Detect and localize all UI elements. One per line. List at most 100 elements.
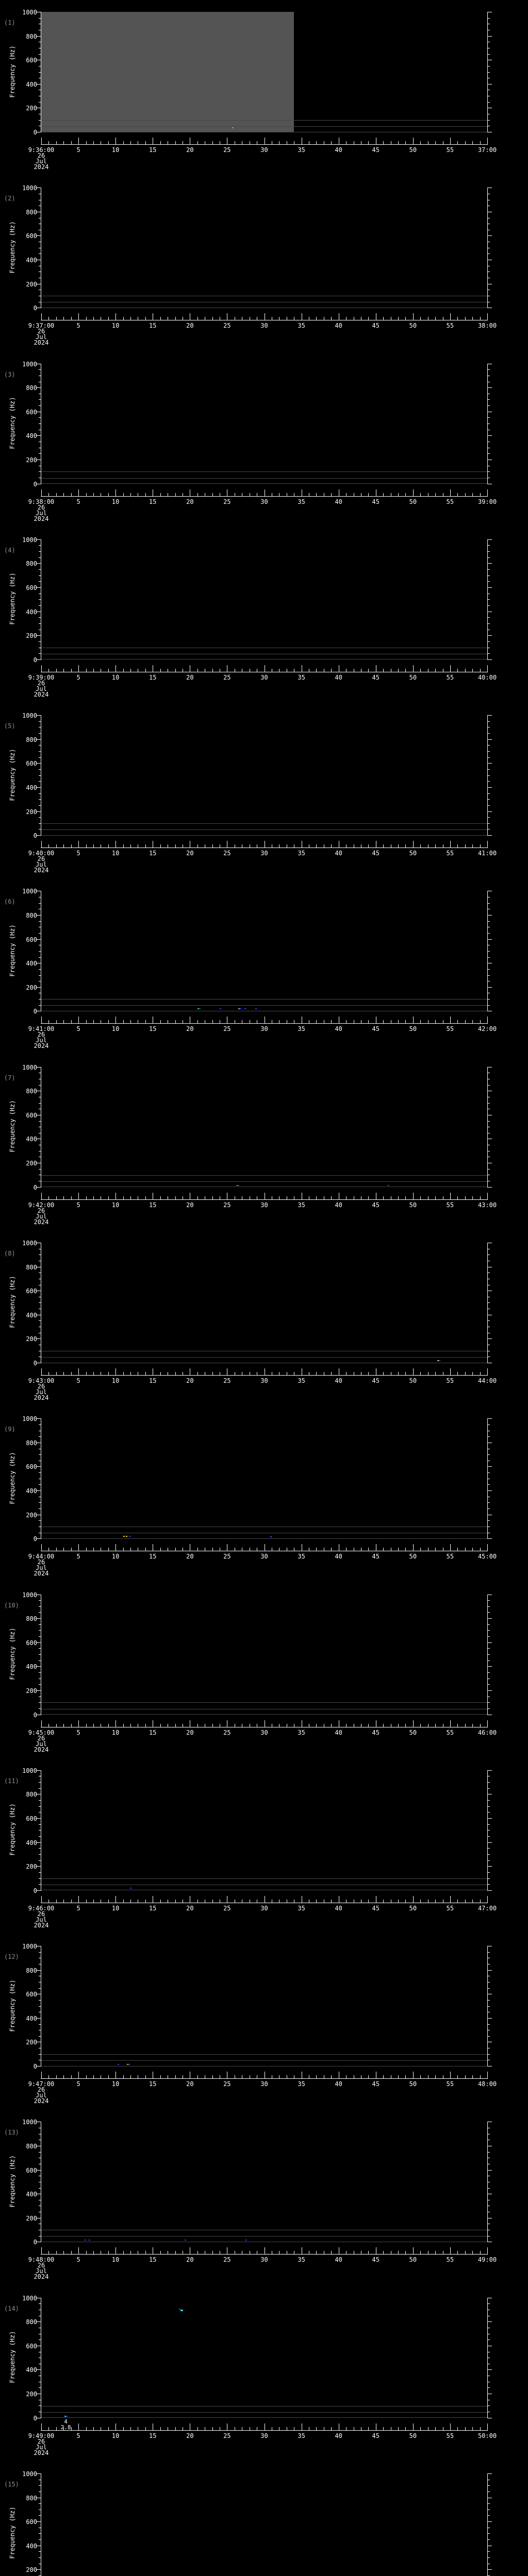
x-tick-label: 50 [409,322,417,330]
x-tick-minor [316,1196,317,1199]
y-tick-minor-right [488,1684,490,1685]
y-tick-minor-right [488,1872,490,1873]
x-tick-minor [398,1371,399,1375]
y-tick-major [37,1538,41,1539]
y-tick-minor [39,569,41,570]
y-tick-minor [39,2405,41,2406]
y-tick-minor [39,1872,41,1873]
y-tick-minor-right [488,921,490,922]
event-marker-segment [129,1535,131,1537]
x-date-line: 26 [37,1910,45,1918]
y-tick-minor [39,2151,41,2153]
x-tick-label: 5 [76,850,80,857]
x-tick-major [487,841,488,848]
x-tick-minor [316,1020,317,1024]
x-tick-minor [212,1899,213,1903]
x-tick-minor [56,1371,57,1375]
x-tick-label: 10 [111,1377,120,1384]
event-marker-segment [437,1360,439,1362]
x-tick-label: 40 [335,146,342,154]
y-tick-minor [39,751,41,752]
x-tick-label: 50 [409,146,417,154]
right-spine [487,2122,488,2243]
x-tick-minor [457,2427,458,2430]
y-tick-major [37,2018,41,2019]
x-tick-label: 40 [335,1553,342,1561]
x-tick-minor [212,2075,213,2079]
x-tick-label: 25 [223,146,231,154]
right-spine [487,1066,488,1188]
x-tick-minor [457,1548,458,1551]
x-tick-minor [465,844,466,848]
x-date-line: 2024 [34,2097,49,2105]
y-tick-label: 400 [26,2542,37,2550]
y-axis-title: Frequency (Hz) [9,2155,16,2208]
event-marker-segment [126,1535,128,1537]
x-tick-minor [123,493,124,496]
y-axis-title: Frequency (Hz) [9,397,16,449]
x-tick-major [487,313,488,320]
x-tick-minor [405,1899,406,1903]
x-tick-minor [63,493,64,496]
x-tick-minor [63,2075,64,2079]
x-tick-minor [197,2251,198,2255]
x-tick-label: 20 [186,2432,194,2439]
x-tick-minor [123,1899,124,1903]
x-tick-major [78,2423,79,2430]
x-date-line: 26 [37,1734,45,1742]
x-tick-label: 40 [335,673,342,681]
x-tick-minor [405,1020,406,1024]
y-tick-label: 800 [26,2142,37,2150]
y-tick-major-right [488,2018,492,2019]
y-tick-minor-right [488,617,490,618]
x-tick-minor [465,1548,466,1551]
x-tick-minor [160,1548,161,1551]
x-tick-major [450,1720,451,1727]
x-tick-minor [472,1020,473,1024]
y-tick-major-right [488,1187,492,1188]
right-spine [487,12,488,132]
x-end-time-label: 40:00 [477,673,497,681]
y-tick-major-right [488,1666,492,1667]
right-spine [487,715,488,836]
x-tick-minor [160,1723,161,1727]
right-spine [487,2473,488,2576]
x-tick-label: 55 [446,850,454,857]
x-tick-minor [130,2427,131,2430]
x-tick-label: 30 [260,1553,268,1561]
x-tick-minor [108,317,109,320]
x-tick-minor [405,844,406,848]
x-tick-minor [480,1020,481,1024]
x-tick-minor [368,493,369,496]
x-tick-minor [86,1723,87,1727]
x-tick-label: 40 [335,2256,342,2264]
x-tick-label: 30 [260,146,268,154]
y-tick-major-right [488,539,492,540]
x-tick-minor [48,1371,50,1375]
y-tick-major [37,1490,41,1492]
y-tick-major [37,835,41,836]
band-line [41,2417,487,2418]
y-tick-minor [39,605,41,606]
y-tick-major-right [488,563,492,564]
x-tick-label: 25 [223,1728,231,1736]
x-tick-minor [398,1723,399,1727]
y-tick-minor [39,957,41,958]
x-tick-minor [86,2251,87,2255]
x-tick-minor [63,1723,64,1727]
x-tick-minor [383,1548,384,1551]
y-tick-minor-right [488,1484,490,1485]
band-line [41,471,487,472]
x-tick-minor [316,1371,317,1375]
y-tick-minor [39,1121,41,1122]
x-tick-label: 20 [186,1377,194,1384]
spectrogram-panel: (14) Frequency (Hz) 0 200 400 600 800 1000 5 10 15… [0,2286,528,2462]
x-tick-label: 45 [372,673,380,681]
x-tick-minor [56,844,57,848]
x-tick-minor [405,493,406,496]
y-tick-minor-right [488,2551,490,2552]
right-spine [487,539,488,660]
y-tick-label: 200 [26,1863,37,1871]
y-tick-minor [39,1168,41,1170]
y-tick-minor [39,1320,41,1321]
